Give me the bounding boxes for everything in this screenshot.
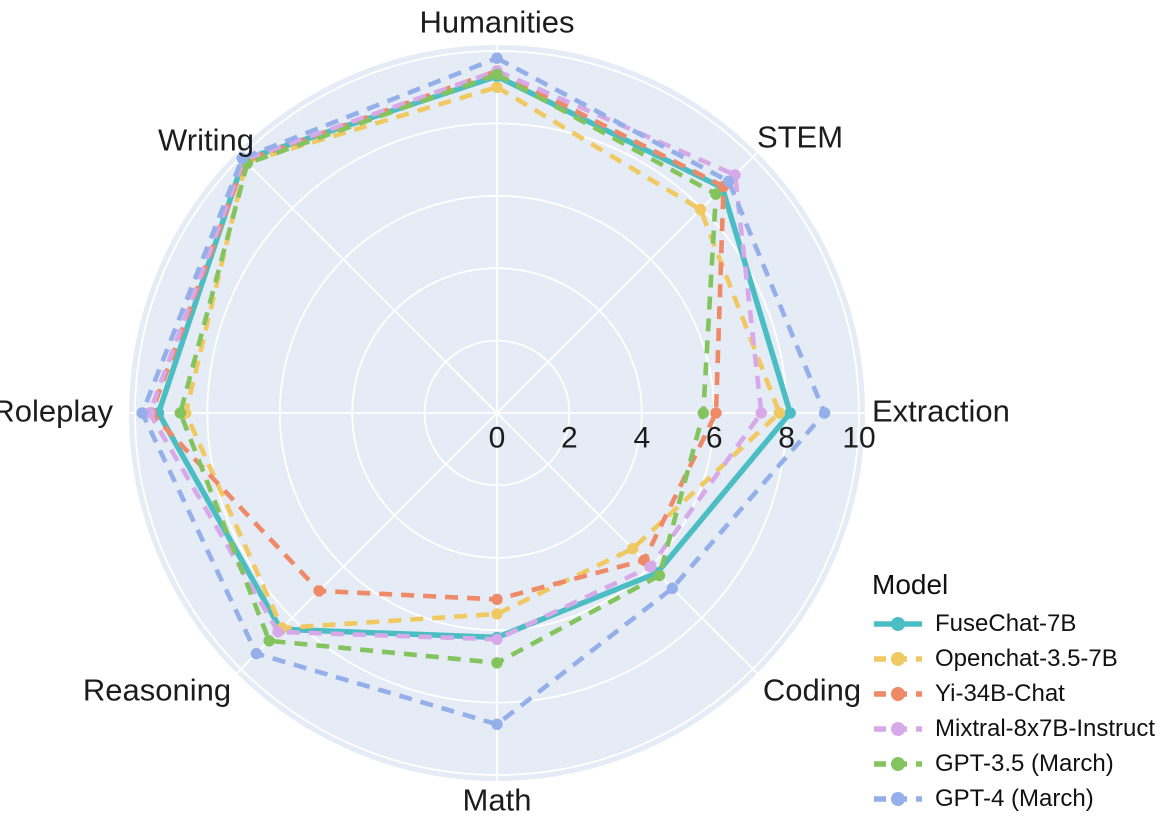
marker-gpt-4-march-coding xyxy=(666,582,678,594)
radial-tick-4: 4 xyxy=(633,422,650,455)
category-label-stem: STEM xyxy=(757,120,843,155)
radial-tick-10: 10 xyxy=(842,422,875,455)
marker-gpt-4-march-humanities xyxy=(491,52,503,64)
marker-gpt-3-5-march-extraction xyxy=(697,407,709,419)
marker-gpt-3-5-march-coding xyxy=(653,569,666,582)
marker-openchat-3-5-7b-stem xyxy=(694,203,707,216)
marker-gpt-3-5-march-roleplay xyxy=(174,407,186,419)
legend-label-gpt-3-5-march: GPT-3.5 (March) xyxy=(935,749,1114,777)
marker-gpt-3-5-march-reasoning xyxy=(263,635,275,647)
legend-swatch-openchat-3-5-7b xyxy=(874,651,922,666)
marker-openchat-3-5-7b-extraction xyxy=(773,407,786,419)
legend-label-gpt-4-march: GPT-4 (March) xyxy=(935,784,1094,812)
marker-yi-34b-chat-extraction xyxy=(710,407,722,419)
marker-mixtral-8x7b-instruct-coding xyxy=(644,560,657,573)
legend-item-openchat-3-5-7b[interactable]: Openchat-3.5-7B xyxy=(872,641,1157,676)
polar-grid xyxy=(127,43,867,783)
category-label-extraction: Extraction xyxy=(872,394,1010,429)
series-line-openchat-3-5-7b xyxy=(183,84,782,631)
radial-tick-8: 8 xyxy=(778,422,795,455)
category-label-reasoning: Reasoning xyxy=(83,673,231,708)
legend-items: FuseChat-7B Openchat-3.5-7B Yi-34B-Chat Mix… xyxy=(872,606,1157,816)
marker-gpt-4-march-extraction xyxy=(818,407,831,419)
legend-swatch-fusechat-7b xyxy=(874,616,922,631)
legend-marker-dot xyxy=(891,756,905,771)
legend-swatch-gpt-4-march xyxy=(874,791,922,806)
category-label-roleplay: Roleplay xyxy=(0,394,113,429)
legend: Model FuseChat-7B Openchat-3.5-7B Yi-34B-C… xyxy=(872,570,1157,816)
marker-gpt-4-march-math xyxy=(491,718,503,730)
category-label-coding: Coding xyxy=(763,673,861,708)
marker-yi-34b-chat-reasoning xyxy=(313,585,325,597)
marker-gpt-3-5-march-humanities xyxy=(491,68,503,81)
marker-gpt-3-5-march-stem xyxy=(710,188,722,200)
marker-gpt-3-5-march-math xyxy=(491,657,503,669)
legend-marker-dot xyxy=(891,721,905,736)
legend-label-mixtral-8x7b-instruct: Mixtral-8x7B-Instruct xyxy=(935,714,1156,742)
legend-swatch-mixtral-8x7b-instruct xyxy=(874,721,922,736)
category-labels: Humanities STEM Extraction Coding Math Reason… xyxy=(0,5,1010,818)
legend-item-gpt-4-march[interactable]: GPT-4 (March) xyxy=(872,781,1157,816)
marker-mixtral-8x7b-instruct-math xyxy=(491,633,503,645)
legend-marker-dot xyxy=(891,616,905,631)
marker-mixtral-8x7b-instruct-reasoning xyxy=(272,626,284,638)
marker-mixtral-8x7b-instruct-extraction xyxy=(755,407,767,419)
legend-item-mixtral-8x7b-instruct[interactable]: Mixtral-8x7B-Instruct xyxy=(872,711,1157,746)
legend-marker-dot xyxy=(891,791,905,806)
legend-label-fusechat-7b: FuseChat-7B xyxy=(935,609,1077,637)
grid-spoke-writing xyxy=(235,151,498,414)
legend-marker-dot xyxy=(891,686,905,701)
marker-openchat-3-5-7b-math xyxy=(491,608,503,620)
marker-fusechat-7b-extraction xyxy=(784,407,796,419)
radial-tick-6: 6 xyxy=(706,422,723,455)
legend-label-yi-34b-chat: Yi-34B-Chat xyxy=(935,679,1065,707)
category-label-math: Math xyxy=(463,783,532,818)
series-gpt-3-5-march xyxy=(174,68,722,669)
legend-label-openchat-3-5-7b: Openchat-3.5-7B xyxy=(935,644,1118,672)
legend-item-fusechat-7b[interactable]: FuseChat-7B xyxy=(872,606,1157,641)
legend-swatch-yi-34b-chat xyxy=(874,686,922,701)
legend-title: Model xyxy=(872,569,949,600)
marker-yi-34b-chat-math xyxy=(491,593,503,606)
series-gpt-4-march xyxy=(136,52,831,730)
legend-item-gpt-3-5-march[interactable]: GPT-3.5 (March) xyxy=(872,746,1157,781)
radial-tick-labels: 0 2 4 6 8 10 xyxy=(489,422,876,455)
radial-tick-0: 0 xyxy=(489,422,506,455)
marker-openchat-3-5-7b-coding xyxy=(627,543,639,555)
legend-swatch-gpt-3-5-march xyxy=(874,756,922,771)
marker-gpt-4-march-writing xyxy=(236,152,248,164)
category-label-writing: Writing xyxy=(158,123,254,158)
marker-gpt-4-march-roleplay xyxy=(136,407,148,419)
marker-gpt-4-march-reasoning xyxy=(250,647,263,660)
legend-marker-dot xyxy=(891,651,905,666)
marker-openchat-3-5-7b-humanities xyxy=(491,81,503,93)
grid-spoke-coding xyxy=(496,412,759,675)
radial-tick-2: 2 xyxy=(561,422,578,455)
category-label-humanities: Humanities xyxy=(419,5,574,40)
legend-item-yi-34b-chat[interactable]: Yi-34B-Chat xyxy=(872,676,1157,711)
marker-gpt-4-march-stem xyxy=(723,175,735,187)
